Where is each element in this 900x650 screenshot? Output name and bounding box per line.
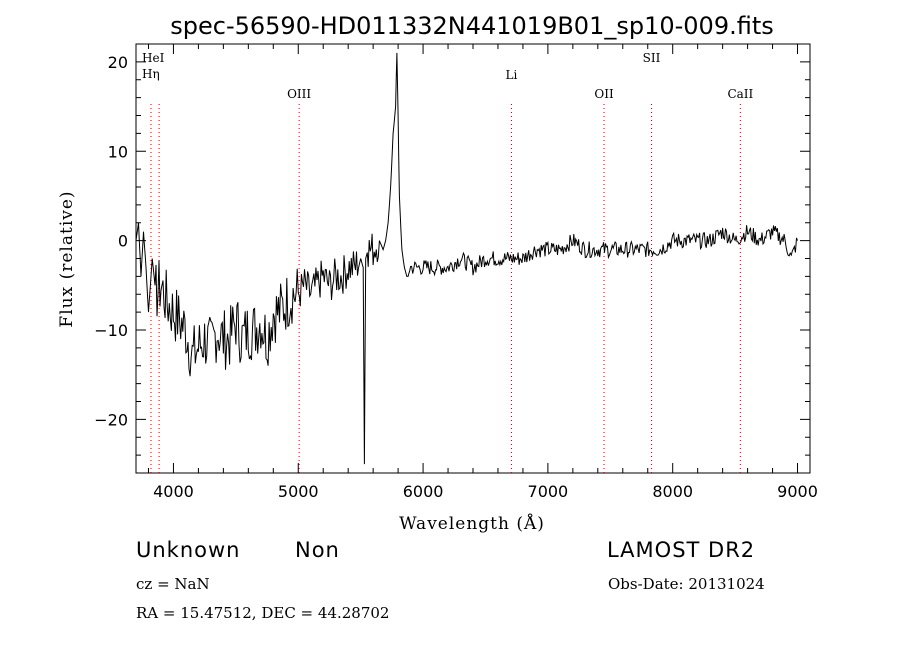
y-tick-label: −20 bbox=[94, 410, 128, 429]
line-markers: HeI Hη OIII Li OII SII CaII bbox=[142, 51, 754, 473]
x-tick-label: 7000 bbox=[528, 482, 569, 501]
x-tick-label: 6000 bbox=[403, 482, 444, 501]
line-label: HeI bbox=[142, 51, 165, 65]
y-tick-label: 10 bbox=[108, 142, 128, 161]
line-label: Hη bbox=[142, 67, 160, 81]
y-axis-label: Flux (relative) bbox=[57, 190, 77, 327]
ra-dec-coordinates: RA = 15.47512, DEC = 44.28702 bbox=[136, 604, 390, 622]
spectrum-series-line bbox=[135, 52, 798, 465]
x-tick-label: 8000 bbox=[652, 482, 693, 501]
survey-name: LAMOST DR2 bbox=[607, 538, 756, 562]
axis-ticks: 4000 5000 6000 7000 8000 9000 −20 −10 0 10 20 bbox=[94, 43, 818, 501]
line-label: OIII bbox=[287, 87, 311, 101]
redshift-cz: cz = NaN bbox=[136, 575, 210, 593]
object-subclass: Non bbox=[295, 538, 340, 562]
object-class: Unknown bbox=[136, 538, 241, 562]
y-tick-label: 20 bbox=[108, 53, 128, 72]
x-axis-label: Wavelength (Å) bbox=[399, 513, 545, 534]
chart-title: spec-56590-HD011332N441019B01_sp10-009.f… bbox=[170, 12, 774, 40]
x-tick-label: 4000 bbox=[153, 482, 194, 501]
line-label: OII bbox=[594, 87, 614, 101]
observation-date: Obs-Date: 20131024 bbox=[608, 575, 765, 593]
x-tick-label: 9000 bbox=[777, 482, 818, 501]
x-tick-label: 5000 bbox=[278, 482, 319, 501]
line-label: CaII bbox=[727, 87, 753, 101]
y-tick-label: 0 bbox=[118, 232, 128, 251]
plot-frame bbox=[135, 43, 811, 474]
line-label: Li bbox=[506, 68, 518, 82]
y-tick-label: −10 bbox=[94, 321, 128, 340]
line-label: SII bbox=[643, 51, 661, 65]
